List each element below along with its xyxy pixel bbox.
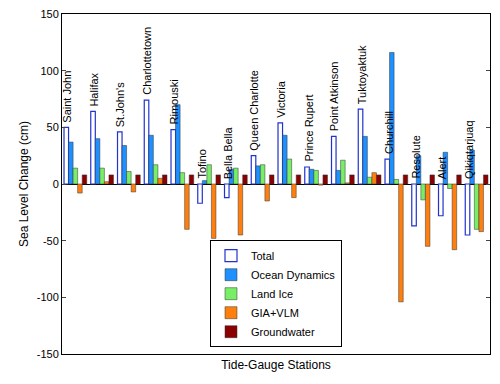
svg-text:0: 0 (53, 178, 59, 190)
svg-text:-50: -50 (43, 235, 59, 247)
svg-text:Tide-Gauge Stations: Tide-Gauge Stations (221, 358, 331, 372)
svg-text:Resolute: Resolute (410, 135, 422, 178)
svg-text:Land Ice: Land Ice (251, 288, 293, 300)
svg-text:Victoria: Victoria (275, 80, 287, 117)
svg-text:Bella Bella: Bella Bella (222, 126, 234, 179)
svg-text:Point Atkinson: Point Atkinson (328, 62, 340, 132)
svg-text:St.John's: St.John's (114, 82, 126, 127)
svg-text:100: 100 (40, 65, 58, 77)
svg-text:Sea Level Change (cm): Sea Level Change (cm) (17, 121, 31, 247)
svg-text:Tofino: Tofino (196, 149, 208, 178)
svg-text:Halifax: Halifax (88, 72, 100, 106)
svg-text:Charlottetown: Charlottetown (141, 27, 153, 95)
svg-text:Qikiqtarjuaq: Qikiqtarjuaq (463, 120, 475, 179)
svg-text:Rimouski: Rimouski (168, 79, 180, 124)
svg-text:Prince Rupert: Prince Rupert (303, 94, 315, 161)
svg-text:Groundwater: Groundwater (251, 326, 315, 338)
svg-text:Churchill: Churchill (383, 111, 395, 154)
svg-text:Tuktoyaktuk: Tuktoyaktuk (356, 45, 368, 104)
svg-text:Saint John: Saint John (61, 71, 73, 123)
svg-text:-100: -100 (37, 291, 59, 303)
svg-text:Ocean Dynamics: Ocean Dynamics (251, 269, 335, 281)
svg-text:150: 150 (40, 8, 58, 20)
svg-text:Queen Charlotte: Queen Charlotte (248, 70, 260, 151)
svg-text:GIA+VLM: GIA+VLM (251, 307, 299, 319)
svg-text:Alert: Alert (436, 157, 448, 180)
svg-text:-150: -150 (37, 348, 59, 360)
svg-text:Total: Total (251, 250, 274, 262)
svg-text:50: 50 (47, 121, 59, 133)
